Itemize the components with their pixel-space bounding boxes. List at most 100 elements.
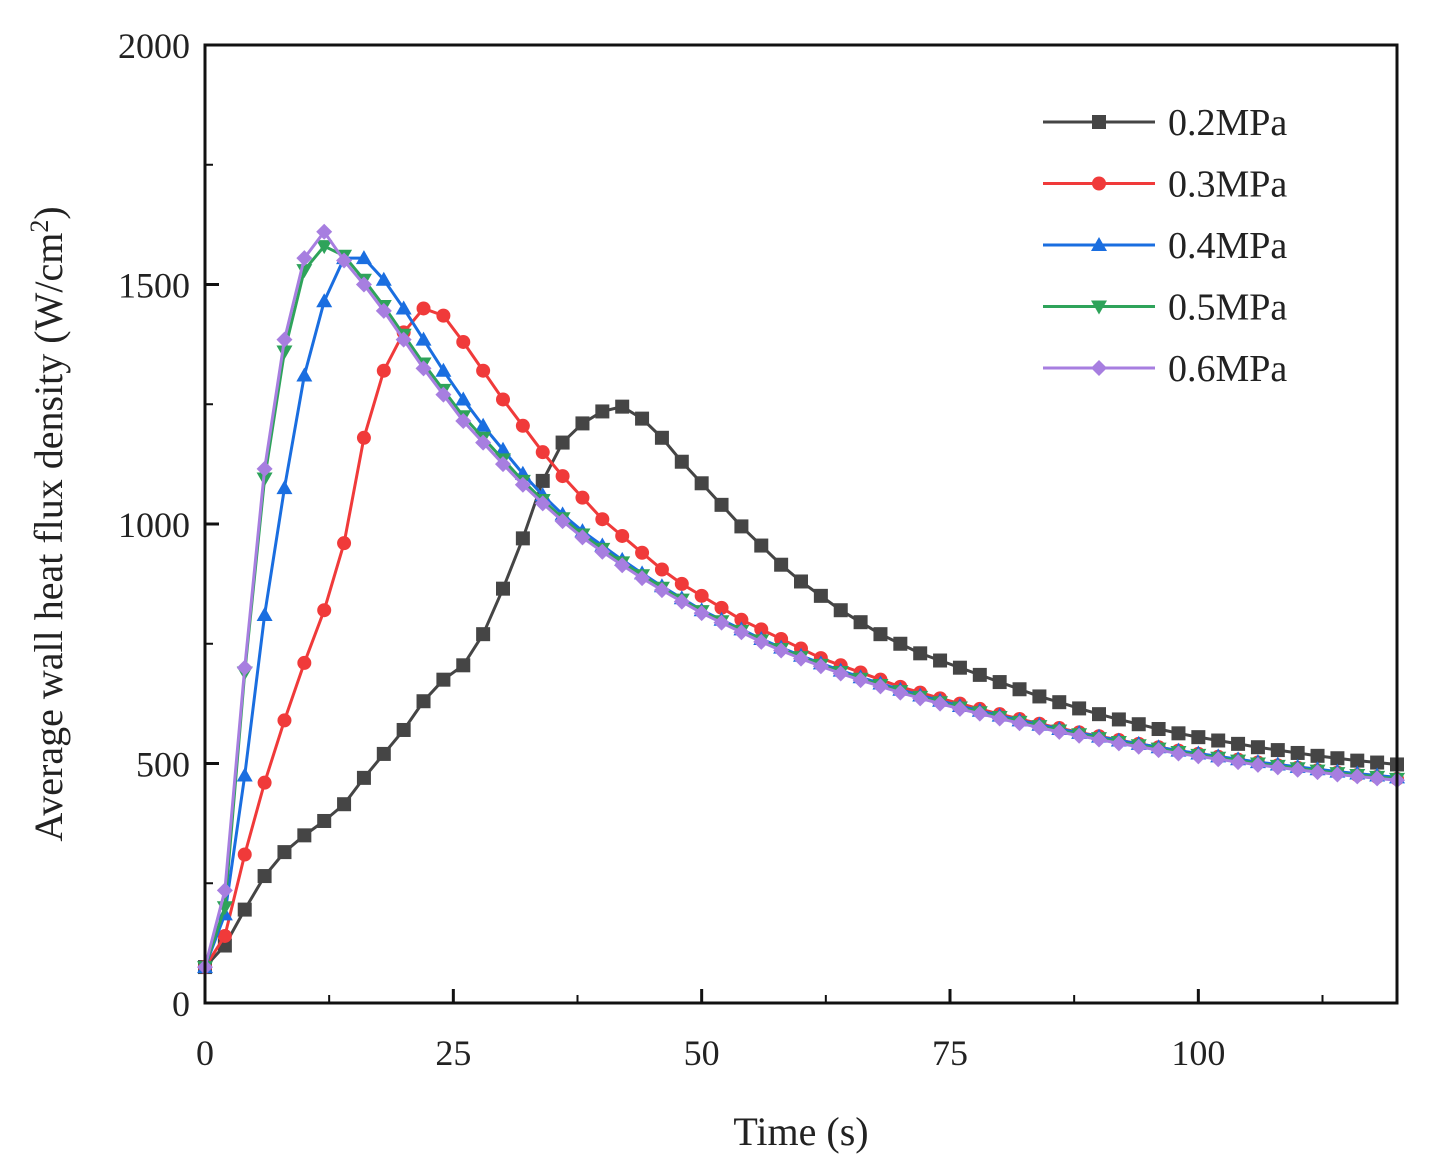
data-point <box>714 600 729 615</box>
plot-area <box>197 223 1405 976</box>
data-point <box>297 828 312 843</box>
data-point <box>555 469 570 484</box>
data-point <box>277 713 292 728</box>
data-point <box>595 512 610 527</box>
data-point <box>615 399 630 414</box>
series-0.6MPa <box>197 223 1405 976</box>
data-point <box>754 622 769 637</box>
data-point <box>256 460 273 477</box>
data-point <box>793 650 809 667</box>
data-point <box>515 531 530 546</box>
data-point <box>1191 730 1206 745</box>
data-point <box>812 658 829 675</box>
data-point <box>495 441 511 456</box>
data-point <box>456 658 471 673</box>
data-point <box>1170 745 1187 762</box>
data-point <box>1350 753 1365 768</box>
data-point <box>951 700 968 717</box>
data-point <box>476 363 491 378</box>
data-point <box>1349 768 1366 785</box>
data-point <box>237 847 252 862</box>
data-point <box>892 684 909 701</box>
data-point <box>216 882 233 899</box>
data-point <box>694 588 709 603</box>
data-point <box>653 582 670 599</box>
data-point <box>395 331 412 348</box>
data-point <box>296 250 313 267</box>
data-point <box>395 300 412 315</box>
data-point <box>554 513 571 530</box>
data-point <box>1230 754 1247 771</box>
data-point <box>1211 733 1226 748</box>
data-point <box>674 454 689 469</box>
data-point <box>1130 738 1147 755</box>
data-point <box>217 928 232 943</box>
data-point <box>237 902 252 917</box>
data-point <box>614 557 631 574</box>
data-point <box>514 476 531 493</box>
y-tick-label: 0 <box>172 984 190 1024</box>
data-point <box>415 331 432 346</box>
data-point <box>693 605 710 622</box>
data-point <box>496 392 510 407</box>
data-point <box>416 301 431 316</box>
data-point <box>555 435 570 450</box>
data-point <box>515 418 530 433</box>
data-point <box>236 767 253 782</box>
legend-marker <box>1092 176 1106 191</box>
data-point <box>813 588 828 603</box>
data-point <box>1330 751 1345 766</box>
data-point <box>1150 742 1167 759</box>
data-point <box>476 627 491 642</box>
data-point <box>316 240 333 255</box>
data-point <box>1171 726 1186 741</box>
legend-label: 0.3MPa <box>1168 164 1287 206</box>
series-line-0.6MPa <box>203 229 1398 968</box>
data-point <box>1032 689 1047 704</box>
data-point <box>317 813 332 828</box>
data-point <box>1210 751 1227 768</box>
data-point <box>435 386 452 403</box>
data-point <box>873 627 888 642</box>
data-point <box>337 536 352 551</box>
data-point <box>1329 766 1346 783</box>
data-point <box>376 746 391 761</box>
data-point <box>236 659 253 676</box>
data-point <box>1289 761 1306 778</box>
data-point <box>615 528 630 543</box>
x-tick-label: 100 <box>1171 1033 1225 1073</box>
legend-label: 0.4MPa <box>1168 225 1287 267</box>
legend-marker <box>1091 360 1107 376</box>
data-point <box>635 545 650 560</box>
legend-item-0.4MPa: 0.4MPa <box>1043 225 1287 267</box>
data-point <box>1290 745 1305 760</box>
legend-marker <box>1091 300 1107 315</box>
series-line-0.3MPa <box>203 306 1398 968</box>
data-point <box>1110 735 1127 752</box>
data-point <box>535 445 550 460</box>
data-point <box>912 690 929 707</box>
data-point <box>1190 748 1207 765</box>
data-point <box>713 614 730 631</box>
data-point <box>673 593 690 610</box>
data-point <box>1231 736 1246 751</box>
data-point <box>1269 759 1286 776</box>
data-point <box>635 411 650 426</box>
data-point <box>933 653 948 668</box>
data-point <box>455 391 472 406</box>
legend-label: 0.6MPa <box>1168 348 1287 390</box>
data-point <box>1369 770 1386 787</box>
data-point <box>276 331 293 348</box>
data-point <box>832 665 849 682</box>
data-point <box>654 430 669 445</box>
data-point <box>674 576 689 591</box>
data-point <box>297 655 312 670</box>
data-point <box>1071 727 1088 744</box>
data-point <box>1249 756 1266 773</box>
data-point <box>355 250 372 265</box>
series-line-0.2MPa <box>203 405 1398 969</box>
data-point <box>1111 712 1126 727</box>
data-point <box>317 603 332 618</box>
data-point <box>256 607 273 622</box>
x-axis-label: Time (s) <box>733 1109 868 1154</box>
